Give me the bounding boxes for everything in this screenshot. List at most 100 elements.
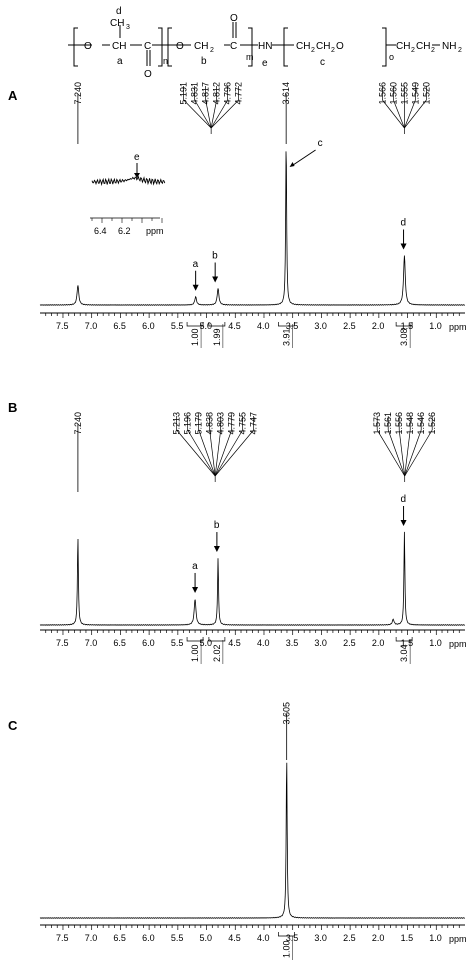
chemical-structure <box>68 22 440 67</box>
struct-label-hn: HN <box>258 41 272 52</box>
inset-line <box>91 175 166 187</box>
inset-axis-unit: ppm <box>146 226 164 236</box>
fan-line <box>210 99 239 129</box>
struct-label-ch2: CH <box>194 41 208 52</box>
fan-line <box>404 99 416 129</box>
x-tick-label: 3.5 <box>286 933 299 943</box>
peak-letter-a: a <box>193 259 199 270</box>
panel-label-b: B <box>8 400 17 415</box>
peak-letter-b: b <box>212 251 218 262</box>
struct-label-o2: O <box>176 41 184 52</box>
struct-label-ch: CH <box>112 41 126 52</box>
struct-label-o-up: O <box>230 13 238 24</box>
struct-label-ch3-sub: 3 <box>126 24 130 31</box>
peak-arrowhead <box>289 162 295 167</box>
x-axis-unit: ppm <box>449 322 467 332</box>
peak-arrow <box>291 149 316 167</box>
inset-tick-label: 6.4 <box>94 226 107 236</box>
x-tick-label: 6.0 <box>142 321 155 331</box>
x-tick-label: 2.5 <box>343 638 356 648</box>
integral-value: 3.91 <box>281 328 291 346</box>
struct-label-o-down: O <box>144 69 152 80</box>
struct-label-sub-a: 2 <box>311 47 315 54</box>
x-tick-label: 1.0 <box>429 638 442 648</box>
peak-top-label: 7.240 <box>73 412 83 435</box>
x-axis-unit: ppm <box>449 934 467 944</box>
nmr-panel-b: B 7.5 7.0 6.5 6.0 5.5 5.0 4.5 4.0 3.5 3.0 2.5 2.0 1.5… <box>8 400 467 664</box>
spectrum-line <box>39 531 465 626</box>
fan-line <box>187 429 216 477</box>
chemical-structure-labels: d CH 3 O CH C a O n O CH 2 C O b m HN e … <box>84 6 462 80</box>
integral-value: 3.04 <box>399 644 409 662</box>
peak-letter-d: d <box>401 218 407 229</box>
fan-line <box>183 99 212 129</box>
x-tick-label: 5.0 <box>200 321 213 331</box>
x-tick-label: 5.5 <box>171 638 184 648</box>
fan-line <box>210 99 217 129</box>
fan-line <box>376 429 405 477</box>
x-tick-label: 4.0 <box>257 933 270 943</box>
integral-bracket <box>186 322 204 327</box>
peak-arrowhead <box>192 586 199 593</box>
x-tick-label: 5.5 <box>171 933 184 943</box>
struct-label-o: o <box>389 52 394 62</box>
x-tick-label: 1.0 <box>429 321 442 331</box>
fan-line <box>176 429 216 477</box>
integral-bracket <box>208 637 226 642</box>
x-tick-label: 7.5 <box>56 638 69 648</box>
spectrum-line <box>39 762 465 919</box>
struct-label-b: b <box>201 56 207 67</box>
x-tick-label: 2.0 <box>372 638 385 648</box>
peak-arrowhead <box>212 276 219 283</box>
x-tick-label: 2.5 <box>343 933 356 943</box>
struct-label-c1: C <box>144 41 151 52</box>
x-tick-label: 4.5 <box>228 933 241 943</box>
integral-bracket <box>395 637 413 642</box>
peak-letter-c: c <box>318 138 323 149</box>
x-tick-label: 5.0 <box>200 933 213 943</box>
struct-label-o3: O <box>336 41 344 52</box>
fan-line <box>214 429 243 477</box>
struct-label-m: m <box>246 52 254 62</box>
peak-arrowhead <box>213 546 220 553</box>
x-axis-unit: ppm <box>449 639 467 649</box>
struct-label-o1: O <box>84 41 92 52</box>
fan-line <box>398 429 406 477</box>
integral-value: 1.00 <box>190 328 200 346</box>
x-tick-label: 6.5 <box>113 638 126 648</box>
fan-line <box>404 429 411 477</box>
x-tick-label: 7.5 <box>56 933 69 943</box>
peak-top-label: 3.614 <box>281 82 291 105</box>
x-tick-label: 3.0 <box>314 638 327 648</box>
x-tick-label: 4.0 <box>257 321 270 331</box>
struct-label-c2: C <box>230 41 237 52</box>
x-tick-label: 4.5 <box>228 638 241 648</box>
peak-top-label: 3.605 <box>282 702 292 725</box>
struct-label-d: d <box>116 6 122 17</box>
fan-line <box>205 99 212 129</box>
struct-label-c: c <box>320 57 325 68</box>
integral-bracket <box>278 932 295 937</box>
x-tick-label: 1.5 <box>401 933 414 943</box>
spectrum-line <box>39 151 465 306</box>
x-tick-label: 6.5 <box>113 933 126 943</box>
x-tick-label: 6.0 <box>142 933 155 943</box>
integral-value: 1.00 <box>281 940 291 958</box>
panel-label-a: A <box>8 88 18 103</box>
struct-label-sub-c: 2 <box>411 47 415 54</box>
struct-label-n: n <box>163 56 168 66</box>
peak-letter-e: e <box>134 152 140 163</box>
fan-line <box>387 429 406 477</box>
struct-label-a: a <box>117 56 123 67</box>
x-tick-label: 5.5 <box>171 321 184 331</box>
inset-tick-label: 6.2 <box>118 226 131 236</box>
integral-bracket <box>395 322 413 327</box>
peak-letter-d: d <box>401 494 407 505</box>
struct-label-nh2: NH <box>442 41 456 52</box>
fan-line <box>404 99 427 129</box>
fan-line <box>393 99 405 129</box>
struct-label-sub-e: 2 <box>458 47 462 54</box>
panel-label-c: C <box>8 718 18 733</box>
nmr-panel-c: C 7.5 7.0 6.5 6.0 5.5 5.0 4.5 4.0 3.5 3.0 2.5 2.0 1.5… <box>8 702 467 960</box>
